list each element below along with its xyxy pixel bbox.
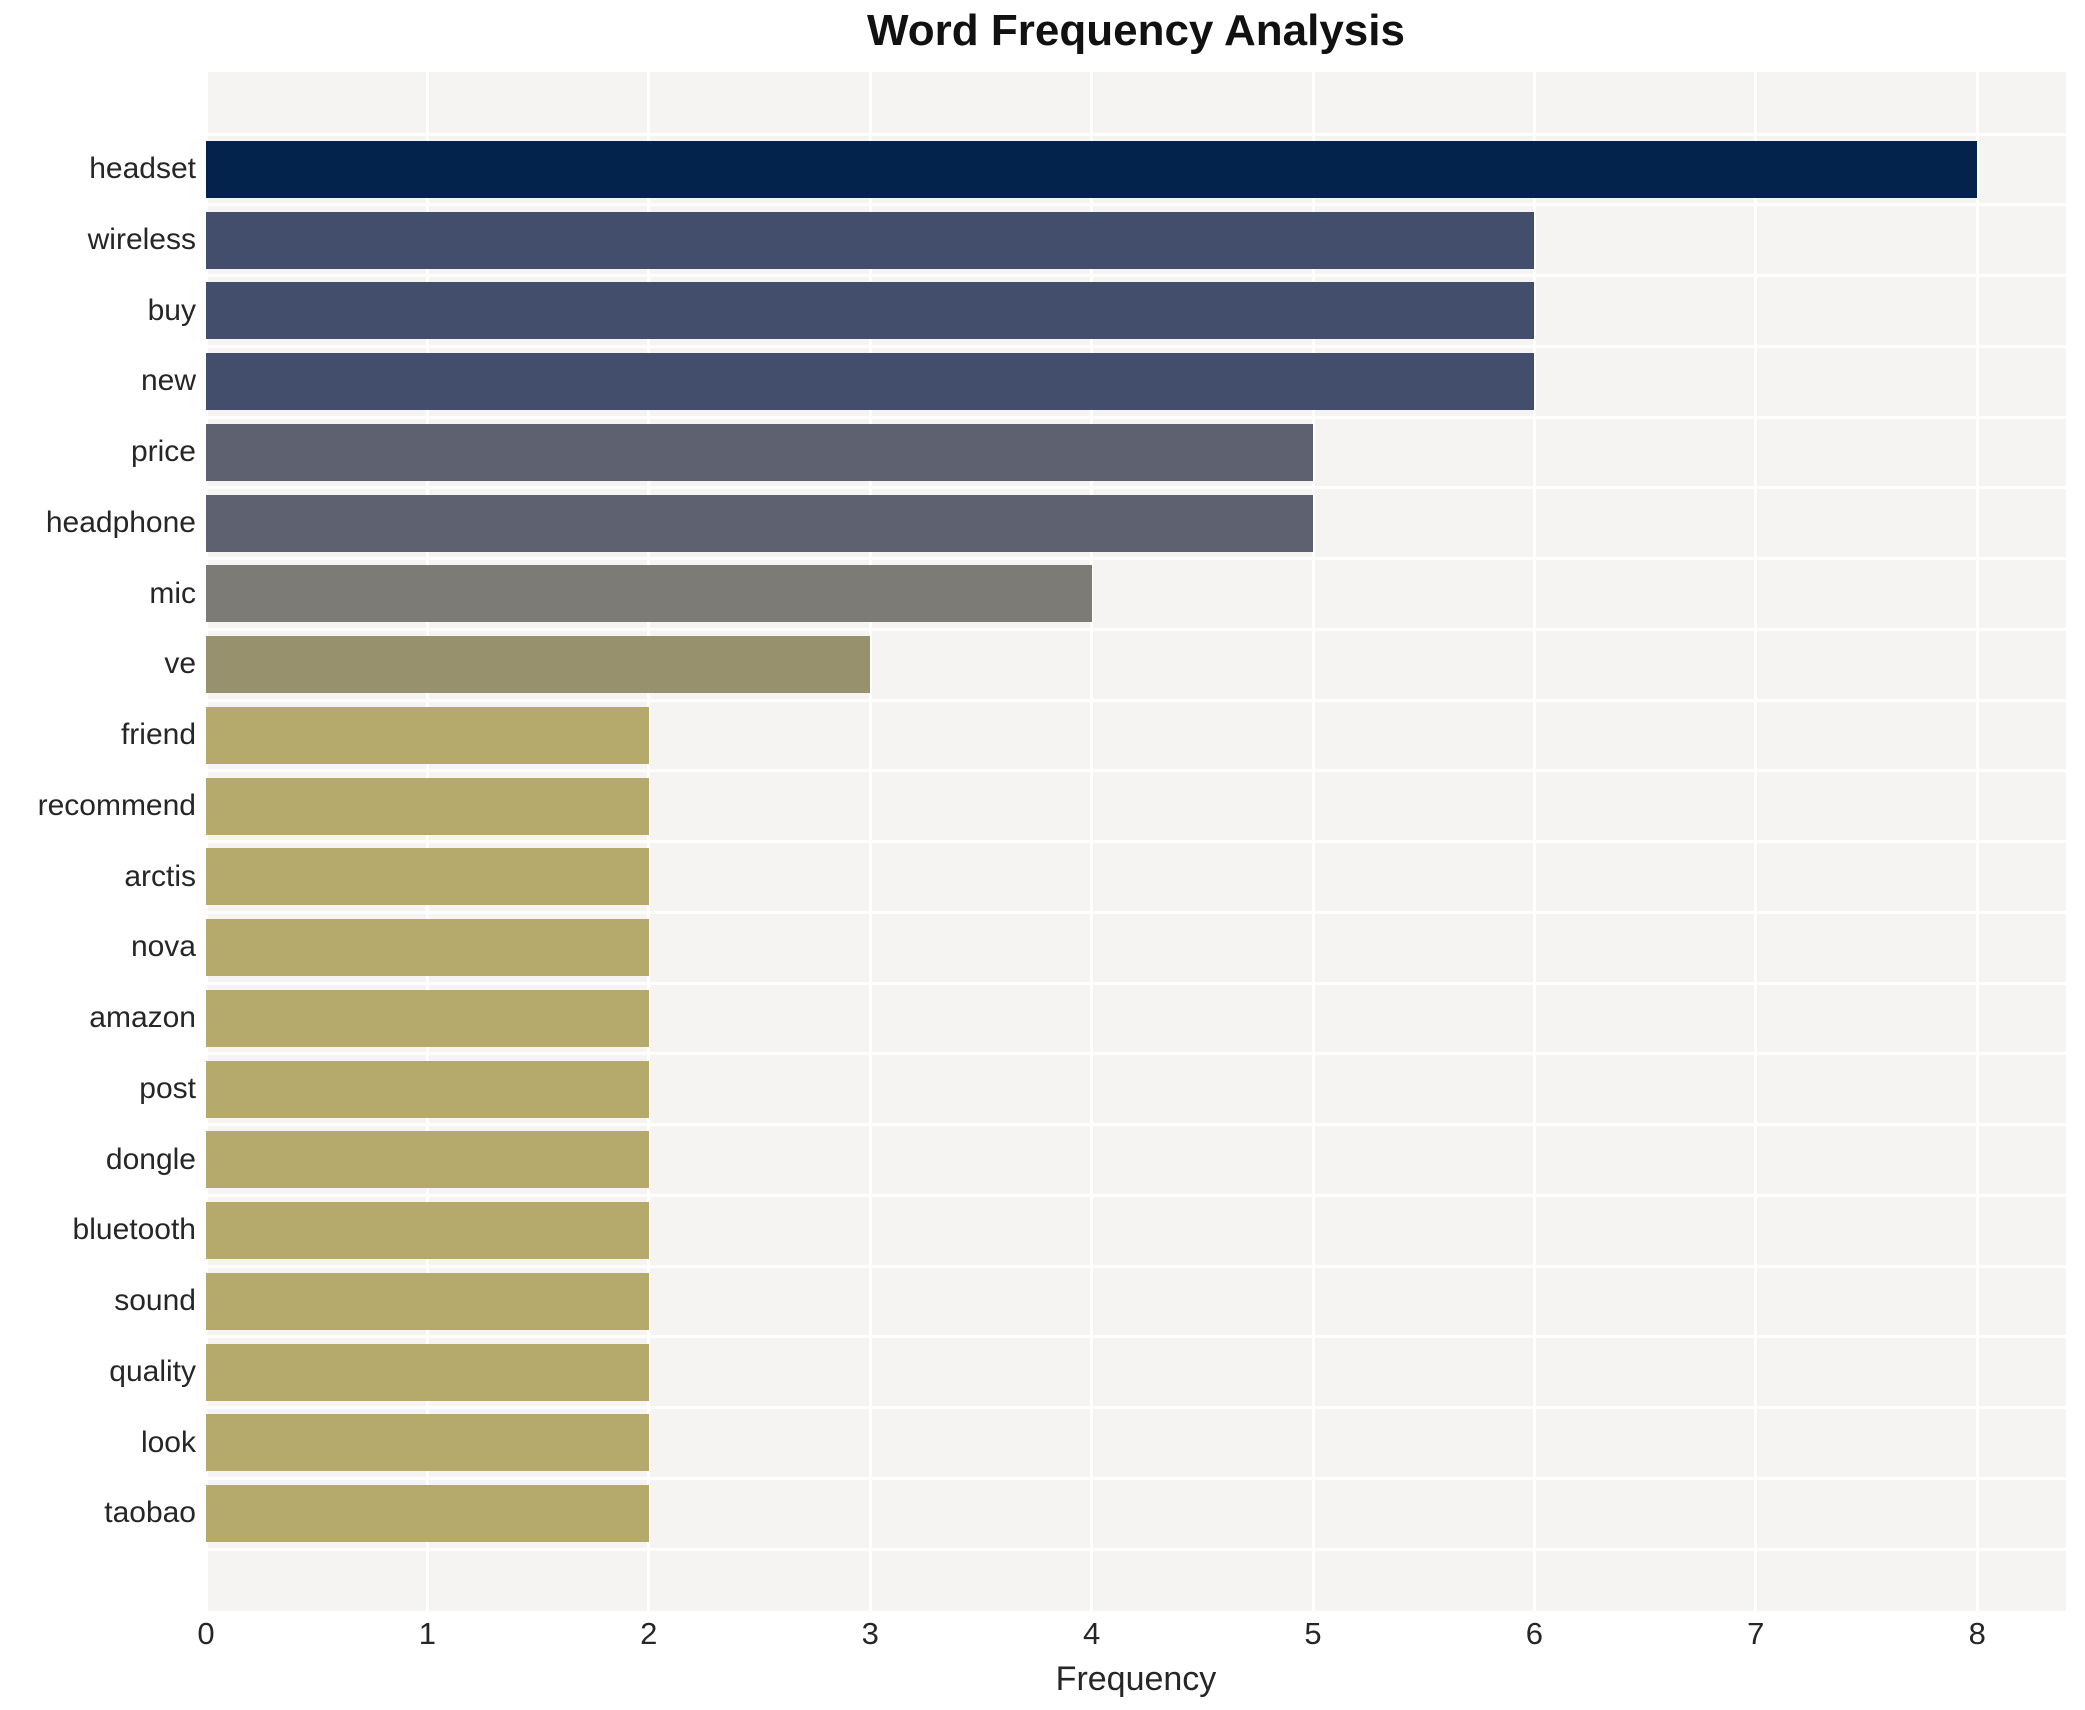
y-label-look: look	[140, 1425, 196, 1459]
vertical-gridline	[868, 72, 872, 1611]
bar-recommend	[206, 777, 649, 835]
y-label-taobao: taobao	[104, 1496, 196, 1530]
x-tick-7: 7	[1747, 1616, 1765, 1651]
horizontal-gridline	[206, 1264, 2066, 1268]
bar-wireless	[206, 211, 1535, 269]
y-label-post: post	[139, 1071, 196, 1105]
horizontal-gridline	[206, 132, 2066, 136]
horizontal-gridline	[206, 557, 2066, 560]
x-tick-4: 4	[1082, 1616, 1101, 1651]
horizontal-gridline	[206, 203, 2066, 207]
y-label-sound: sound	[114, 1284, 196, 1317]
x-tick-6: 6	[1525, 1616, 1544, 1651]
x-tick-3: 3	[861, 1616, 879, 1651]
bar-mic	[206, 565, 1092, 623]
plot-area	[204, 72, 2066, 1611]
horizontal-gridline	[206, 274, 2066, 277]
y-label-quality: quality	[109, 1354, 196, 1388]
horizontal-gridline	[206, 344, 2066, 348]
y-label-wireless: wireless	[87, 222, 196, 256]
x-tick-8: 8	[1968, 1616, 1986, 1651]
vertical-gridline	[1532, 72, 1536, 1611]
y-label-recommend: recommend	[37, 788, 196, 822]
bar-sound	[206, 1272, 649, 1330]
vertical-gridline	[1090, 72, 1094, 1611]
bar-price	[206, 423, 1313, 481]
y-label-arctis: arctis	[124, 859, 196, 893]
horizontal-gridline	[206, 1406, 2066, 1409]
horizontal-gridline	[206, 698, 2066, 702]
vertical-gridline	[647, 72, 651, 1611]
y-label-headset: headset	[89, 152, 196, 185]
horizontal-gridline	[206, 486, 2066, 490]
bar-dongle	[206, 1131, 649, 1189]
y-label-dongle: dongle	[105, 1142, 196, 1176]
x-tick-2: 2	[640, 1616, 658, 1651]
horizontal-gridline	[206, 415, 2066, 419]
bar-taobao	[206, 1485, 649, 1543]
vertical-gridline	[1975, 72, 1979, 1611]
bar-nova	[206, 919, 649, 977]
y-label-ve: ve	[164, 647, 196, 681]
vertical-gridline	[1754, 72, 1758, 1611]
bar-headset	[206, 140, 1978, 198]
horizontal-gridline	[206, 1547, 2066, 1551]
horizontal-gridline	[206, 769, 2066, 773]
x-tick-1: 1	[418, 1616, 437, 1651]
y-label-price: price	[130, 435, 196, 468]
bar-bluetooth	[206, 1202, 649, 1260]
y-label-nova: nova	[130, 930, 196, 964]
horizontal-gridline	[206, 627, 2066, 631]
vertical-gridline	[1311, 72, 1315, 1611]
chart-title: Word Frequency Analysis	[867, 6, 1405, 55]
bar-new	[206, 353, 1535, 411]
vertical-gridline	[204, 72, 208, 1611]
y-label-friend: friend	[120, 718, 196, 751]
y-label-mic: mic	[149, 576, 196, 610]
x-axis-title: Frequency	[1055, 1660, 1217, 1698]
bar-quality	[206, 1343, 649, 1401]
bar-post	[206, 1060, 649, 1118]
x-tick-0: 0	[197, 1616, 215, 1651]
y-label-headphone: headphone	[45, 505, 196, 539]
horizontal-gridline	[206, 1476, 2066, 1480]
y-label-amazon: amazon	[89, 1001, 196, 1034]
bar-amazon	[206, 989, 649, 1047]
bar-buy	[206, 282, 1535, 340]
bar-friend	[206, 706, 649, 764]
horizontal-gridline	[206, 1335, 2066, 1339]
horizontal-gridline	[206, 1123, 2066, 1126]
y-label-buy: buy	[147, 293, 196, 327]
bar-look	[206, 1414, 649, 1472]
bar-ve	[206, 636, 871, 694]
y-label-bluetooth: bluetooth	[72, 1213, 196, 1247]
x-tick-5: 5	[1304, 1616, 1322, 1651]
y-label-new: new	[140, 364, 196, 398]
bar-arctis	[206, 848, 649, 906]
horizontal-gridline	[206, 910, 2066, 914]
horizontal-gridline	[206, 840, 2066, 843]
horizontal-gridline	[206, 981, 2066, 985]
vertical-gridline	[425, 72, 429, 1611]
horizontal-gridline	[206, 1052, 2066, 1056]
bar-headphone	[206, 494, 1313, 552]
horizontal-gridline	[206, 1193, 2066, 1197]
